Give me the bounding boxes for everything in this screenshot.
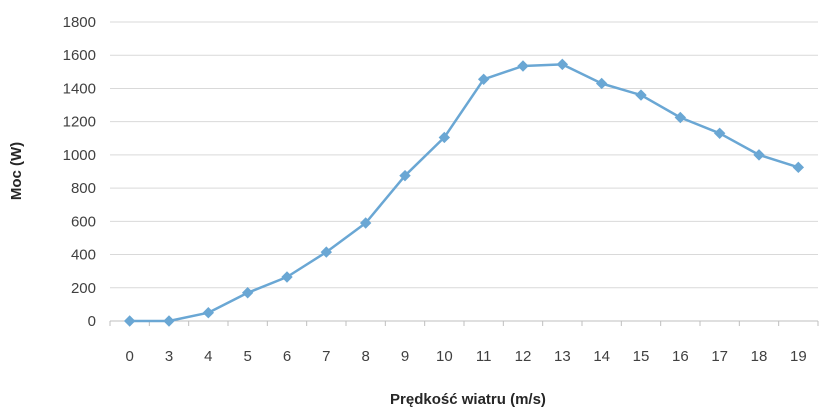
data-point-marker — [674, 111, 687, 124]
x-tick-label: 15 — [633, 348, 650, 365]
data-point-marker — [202, 306, 215, 319]
y-tick-label: 1600 — [63, 47, 96, 64]
y-tick-label: 1000 — [63, 147, 96, 164]
x-tick-label: 7 — [322, 348, 330, 365]
data-point-marker — [556, 58, 569, 71]
x-tick-label: 16 — [672, 348, 689, 365]
data-point-marker — [320, 246, 333, 258]
data-point-marker — [281, 271, 293, 283]
y-tick-label: 1200 — [63, 114, 96, 131]
x-tick-label: 8 — [361, 348, 369, 365]
x-tick-label: 6 — [283, 348, 291, 365]
x-axis-title: Prędkość wiatru (m/s) — [390, 391, 546, 408]
y-tick-label: 600 — [71, 213, 96, 230]
series-line — [129, 63, 799, 323]
x-tick-label: 0 — [125, 348, 133, 365]
data-point-marker — [517, 60, 529, 72]
data-point-marker — [438, 131, 451, 144]
data-point-marker — [713, 127, 726, 140]
x-tick-label: 9 — [401, 348, 409, 365]
data-point-marker — [595, 77, 608, 90]
x-tick-label: 5 — [243, 348, 251, 365]
x-tick-label: 12 — [515, 348, 532, 365]
series-power — [123, 58, 805, 327]
data-point-marker — [792, 161, 805, 174]
data-point-marker — [399, 169, 411, 182]
x-tick-label: 18 — [751, 348, 768, 365]
data-point-marker — [753, 149, 765, 161]
data-point-marker — [635, 89, 647, 101]
x-tick-label: 13 — [554, 348, 571, 365]
x-tick-label: 3 — [165, 348, 173, 365]
data-point-marker — [477, 73, 490, 86]
x-tick-label: 4 — [204, 348, 212, 365]
data-point-marker — [123, 315, 136, 327]
x-tick-label: 10 — [436, 348, 453, 365]
x-tick-label: 19 — [790, 348, 807, 365]
y-tick-label: 800 — [71, 180, 96, 197]
y-axis-title: Moc (W) — [8, 142, 25, 200]
y-tick-labels: 0 200 400 600 800 1000 1200 1400 1600 1800 — [63, 14, 96, 330]
x-tick-label: 14 — [593, 348, 610, 365]
x-tick-label: 17 — [711, 348, 728, 365]
data-point-marker — [359, 217, 372, 229]
x-tick-labels: 0 3 4 5 6 7 8 9 10 11 12 13 14 15 16 17 18 19 — [125, 348, 806, 365]
data-point-marker — [241, 287, 254, 299]
y-tick-label: 1400 — [63, 80, 96, 97]
data-point-marker — [163, 315, 175, 327]
y-tick-label: 0 — [88, 313, 96, 330]
y-tick-label: 1800 — [63, 14, 96, 31]
grid-lines — [110, 21, 818, 289]
y-tick-label: 200 — [71, 280, 96, 297]
y-tick-label: 400 — [71, 247, 96, 264]
x-tick-label: 11 — [476, 348, 492, 365]
axes — [109, 320, 819, 326]
